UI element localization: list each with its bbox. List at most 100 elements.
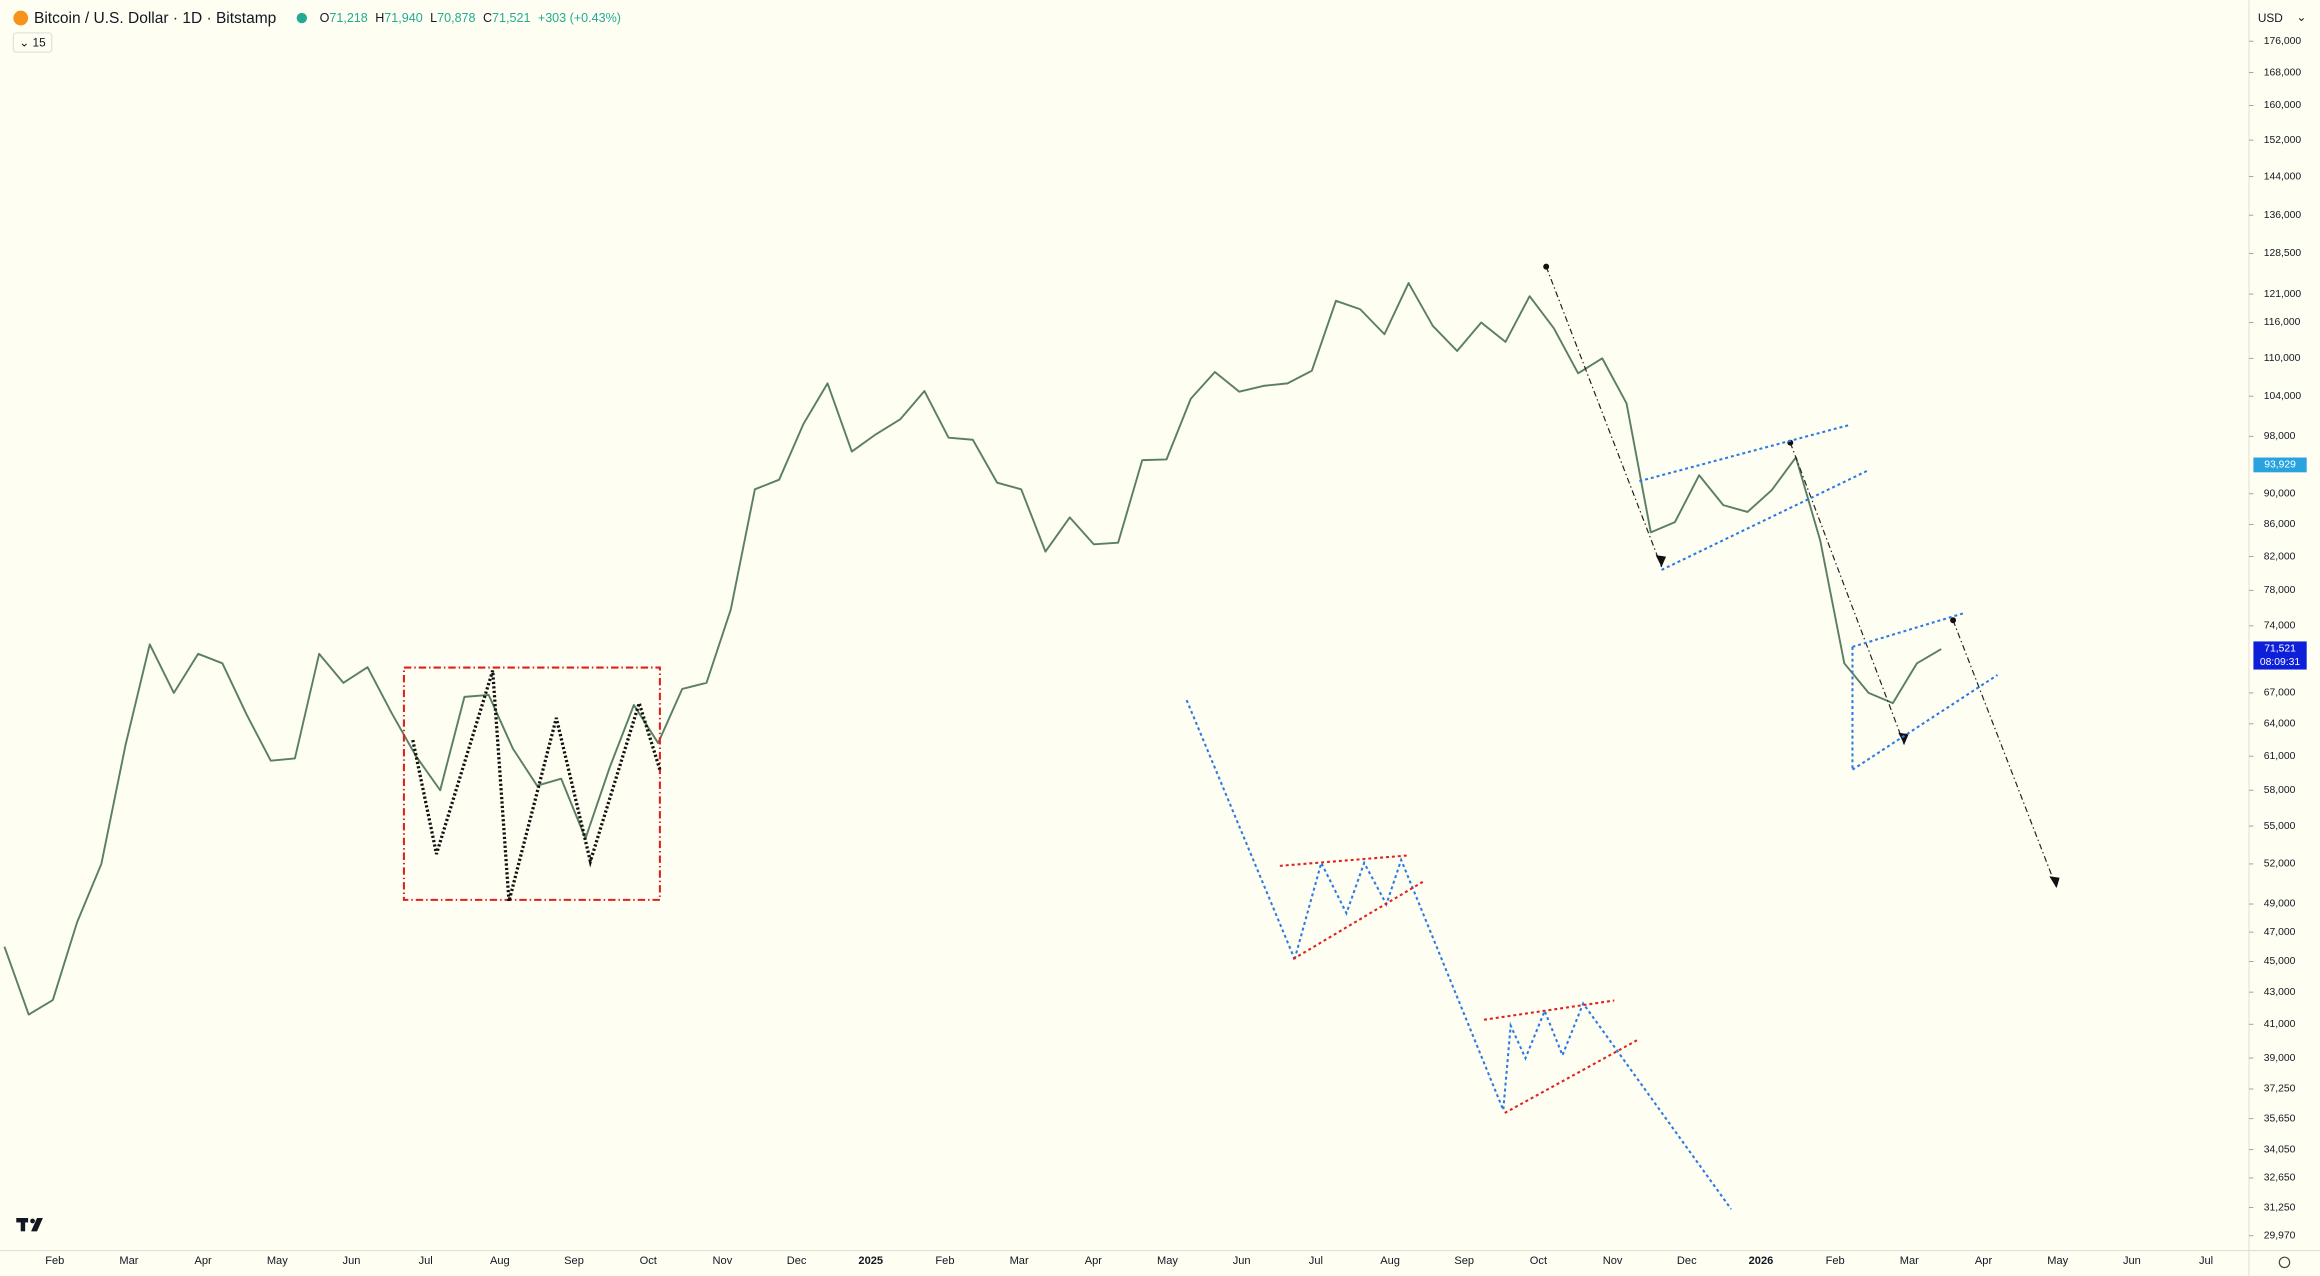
price-marker	[2253, 457, 2307, 473]
x-tick-label: Mar	[1010, 1255, 1029, 1267]
y-tick-label: 78,000	[2264, 585, 2296, 596]
ohlc: O71,218 H71,940 L70,878 C71,521 +303 (+0.43%…	[320, 11, 621, 25]
channel-line	[1639, 423, 1850, 483]
plot	[3, 282, 1942, 1016]
ohlc-label: C	[483, 11, 492, 25]
x-tick-label: Jul	[1309, 1255, 1323, 1267]
channel-line	[1851, 674, 1999, 771]
x-tick-label: Oct	[1530, 1255, 1547, 1267]
x-tick-label: Jul	[2199, 1255, 2213, 1267]
symbol-icon	[13, 10, 29, 26]
y-tick-label: 61,000	[2264, 751, 2296, 762]
flag-line	[1292, 879, 1426, 960]
y-tick-label: 74,000	[2264, 621, 2296, 632]
range-box	[402, 666, 661, 901]
logo	[16, 1218, 43, 1232]
projection	[1789, 442, 1905, 745]
y-tick-label: 31,250	[2264, 1202, 2296, 1213]
zigzag	[411, 670, 662, 902]
x-tick-label: Feb	[1826, 1255, 1845, 1267]
x-tick-label: Sep	[1454, 1255, 1474, 1267]
currency[interactable]: USD	[2258, 11, 2283, 25]
y-tick-label: 47,000	[2264, 927, 2296, 938]
ohlc-value: 71,940	[384, 11, 422, 25]
x-tick-label: 2025	[858, 1255, 883, 1267]
x-tick-label: Jun	[2123, 1255, 2141, 1267]
y-tick-label: 128,500	[2264, 248, 2302, 259]
y-tick-label: 98,000	[2264, 431, 2296, 442]
y-tick-label: 121,000	[2264, 289, 2302, 300]
symbol-title[interactable]: Bitcoin / U.S. Dollar · 1D · Bitstamp	[34, 10, 276, 27]
indicator-toggle[interactable]	[12, 32, 53, 53]
y-tick-label: 144,000	[2264, 171, 2302, 182]
change: +303 (+0.43%)	[538, 11, 621, 25]
drawings	[402, 263, 2060, 1210]
price-marker-countdown: 08:09:31	[2260, 657, 2301, 668]
x-tick-label: Jun	[343, 1255, 361, 1267]
currency-chevron: ⌄	[2296, 10, 2306, 24]
channel-line	[1852, 611, 1966, 648]
x-tick-label: May	[1157, 1255, 1178, 1267]
price-marker-label: 93,929	[2264, 460, 2296, 471]
x-tick-label: Dec	[1677, 1255, 1697, 1267]
indicator-count: 15	[33, 35, 47, 49]
x-tick-label: Aug	[490, 1255, 510, 1267]
y-tick-label: 52,000	[2264, 859, 2296, 870]
x-tick-label: Mar	[1900, 1255, 1919, 1267]
x-tick-label: Oct	[640, 1255, 657, 1267]
x-tick-label: 2026	[1749, 1255, 1774, 1267]
y-tick-label: 34,050	[2264, 1144, 2296, 1155]
y-tick-label: 110,000	[2264, 353, 2301, 364]
logo-part	[30, 1218, 35, 1224]
y-tick-label: 82,000	[2264, 551, 2296, 562]
x-tick-label: Sep	[564, 1255, 584, 1267]
y-tick-label: 116,000	[2264, 317, 2301, 328]
y-tick-label: 29,970	[2264, 1230, 2296, 1241]
y-tick-label: 64,000	[2264, 719, 2296, 730]
anchor	[1950, 617, 1957, 624]
logo-part	[20, 1218, 26, 1232]
x-tick-label: Nov	[713, 1255, 733, 1267]
flag-line	[1504, 1038, 1640, 1114]
flag-line	[1483, 999, 1615, 1021]
y-tick-label: 104,000	[2264, 391, 2302, 402]
y-tick-label: 35,650	[2264, 1113, 2296, 1124]
ohlc-value: 70,878	[437, 11, 475, 25]
x-tick-label: Nov	[1603, 1255, 1623, 1267]
market-status	[296, 12, 308, 24]
price-marker	[2253, 641, 2307, 670]
ohlc-value: 71,521	[492, 11, 530, 25]
x-tick-label: Feb	[935, 1255, 954, 1267]
y-tick-label: 176,000	[2264, 36, 2302, 47]
y-tick-label: 45,000	[2264, 956, 2296, 967]
ohlc-value: 71,218	[329, 11, 367, 25]
pattern-line	[1293, 856, 1732, 1210]
y-tick-label: 58,000	[2264, 785, 2296, 796]
channel-line	[1661, 469, 1868, 571]
y-tick-label: 43,000	[2264, 987, 2296, 998]
x-tick-label: Mar	[119, 1255, 138, 1267]
y-tick-label: 160,000	[2264, 100, 2302, 111]
y-tick-label: 136,000	[2264, 210, 2302, 221]
x-tick-label: Apr	[1975, 1255, 1993, 1267]
chevron: ⌄	[19, 35, 29, 49]
arrow-head	[1655, 555, 1667, 567]
y-tick-label: 67,000	[2264, 688, 2296, 699]
x-tick-label: May	[2047, 1255, 2068, 1267]
y-tick-label: 32,650	[2264, 1173, 2296, 1184]
settings[interactable]	[2278, 1256, 2291, 1269]
y-tick-label: 41,000	[2264, 1019, 2296, 1030]
x-tick-label: Apr	[1085, 1255, 1103, 1267]
price-line	[3, 282, 1942, 1016]
projection	[1545, 266, 1663, 568]
ohlc-label: O	[320, 11, 330, 25]
ohlc-label: L	[430, 11, 437, 25]
y-tick-label: 37,250	[2264, 1084, 2296, 1095]
x-tick-label: Feb	[45, 1255, 64, 1267]
y-tick-label: 90,000	[2264, 488, 2296, 499]
price-marker-label: 71,521	[2264, 644, 2296, 655]
arrow-head	[1898, 732, 1909, 745]
